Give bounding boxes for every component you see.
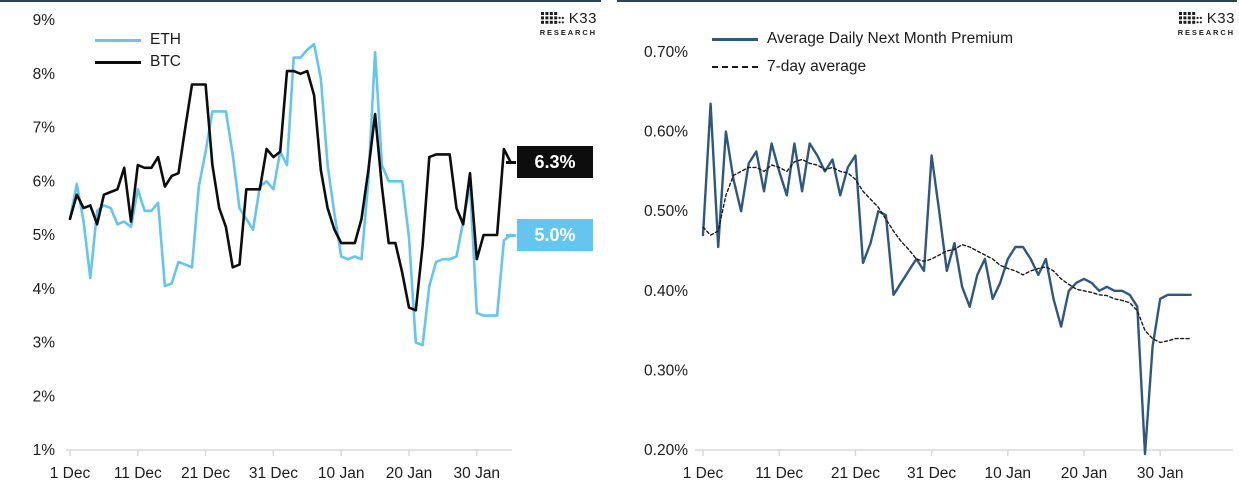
next-month-premium-panel: K33 RESEARCH Average Daily Next Month Pr… (608, 0, 1239, 494)
legend-label: BTC (150, 53, 181, 70)
logo-brand-text: K33 (568, 10, 597, 27)
eth-btc-premium-chart: 1 Dec 11 Dec 21 Dec 31 Dec 10 Jan 20 Jan 30 Ja… (33, 12, 513, 482)
legend-label: Average Daily Next Month Premium (767, 30, 1014, 47)
y-tick-label: 0.50% (644, 203, 688, 220)
legend-swatch-solid-line (95, 38, 141, 42)
legend-swatch-solid-line (95, 60, 141, 64)
futures-premium-panel: K33 RESEARCH ETH BTC 1 Dec 11 Dec 21 Dec 31 … (0, 0, 608, 494)
end-label-connector (506, 160, 516, 164)
x-tick-label: 11 Dec (755, 465, 803, 482)
legend-row: Average Daily Next Month Premium (712, 30, 1013, 48)
x-tick-label: 20 Jan (386, 465, 433, 482)
x-tick-label: 21 Dec (831, 465, 880, 482)
y-tick-label: 0.20% (644, 442, 688, 459)
x-tick-label: 10 Jan (985, 465, 1032, 482)
logo-row: K33 (540, 11, 597, 26)
y-tick-label: 2% (33, 388, 56, 405)
x-tick-label: 10 Jan (318, 465, 365, 482)
series-line-btc (68, 69, 513, 312)
y-tick-label: 0.60% (644, 124, 688, 141)
legend-label: ETH (150, 31, 181, 48)
series-line-eth (68, 42, 513, 347)
end-value-badge: 6.3% (517, 146, 593, 179)
next-month-premium-chart: 1 Dec 11 Dec 21 Dec 31 Dec 10 Jan 20 Jan 30 Ja… (644, 44, 1233, 482)
k33-dots-icon (1178, 11, 1202, 24)
legend-eth-btc: ETH BTC (95, 31, 181, 71)
y-tick-label: 3% (33, 335, 56, 352)
x-tick-label: 21 Dec (181, 465, 230, 482)
x-tick-label: 31 Dec (907, 465, 956, 482)
legend-swatch-solid-line (712, 37, 758, 41)
y-tick-label: 5% (33, 227, 56, 244)
x-tick-label: 20 Jan (1061, 465, 1108, 482)
k33-research-logo: K33 RESEARCH (1178, 11, 1235, 37)
y-tick-label: 4% (33, 281, 56, 298)
x-tick-label: 1 Dec (683, 465, 724, 482)
x-tick-label: 30 Jan (454, 465, 501, 482)
legend-row: BTC (95, 53, 181, 71)
x-tick-label: 31 Dec (249, 465, 298, 482)
legend-swatch-dashed-line (712, 66, 758, 68)
legend-row: ETH (95, 31, 181, 49)
x-tick-label: 30 Jan (1137, 465, 1184, 482)
k33-research-logo: K33 RESEARCH (540, 11, 597, 37)
y-tick-label: 1% (33, 442, 56, 459)
series-line-average-daily-next-month-premium (701, 102, 1192, 456)
panel-top-rule (617, 0, 1237, 2)
y-tick-label: 7% (33, 120, 56, 137)
legend-premium: Average Daily Next Month Premium 7-day av… (712, 30, 1013, 76)
end-label-connector (506, 233, 516, 237)
y-tick-label: 0.40% (644, 283, 688, 300)
end-value-badge: 5.0% (517, 219, 593, 251)
y-tick-label: 9% (33, 12, 56, 29)
logo-row: K33 (1178, 11, 1235, 26)
k33-dots-icon (540, 11, 564, 24)
series-line-7-day-average (702, 158, 1192, 344)
logo-sub-text: RESEARCH (539, 28, 597, 37)
y-tick-label: 8% (33, 66, 56, 83)
panel-top-rule (0, 0, 601, 2)
x-tick-label: 11 Dec (114, 465, 162, 482)
logo-brand-text: K33 (1206, 10, 1235, 27)
y-tick-label: 6% (33, 173, 56, 190)
y-tick-label: 0.70% (644, 44, 688, 61)
y-tick-label: 0.30% (644, 362, 688, 379)
x-tick-label: 1 Dec (50, 465, 91, 482)
logo-sub-text: RESEARCH (1177, 28, 1235, 37)
legend-row: 7-day average (712, 58, 1013, 76)
legend-label: 7-day average (767, 58, 867, 75)
